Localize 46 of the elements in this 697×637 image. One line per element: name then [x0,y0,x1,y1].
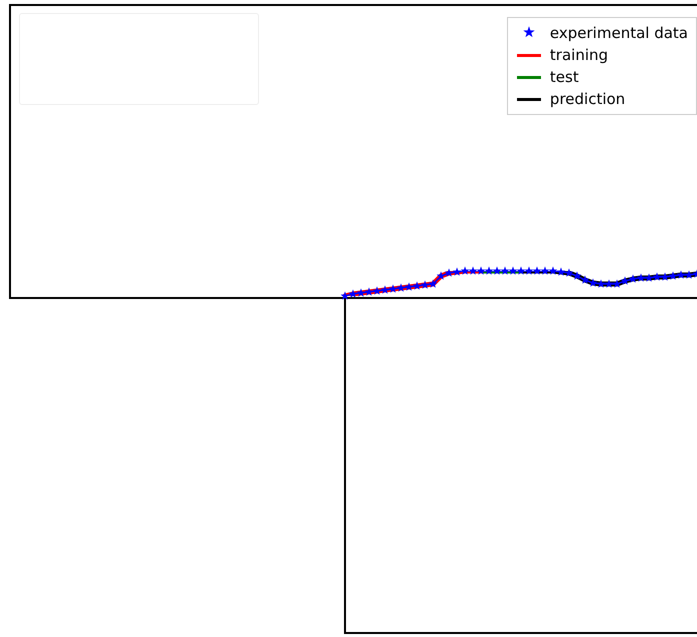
point [572,271,582,280]
legend-label: experimental data [550,23,688,44]
point [588,278,598,287]
point [556,267,566,276]
point [380,285,390,294]
point [452,267,462,276]
point [580,275,590,284]
point [596,279,606,288]
point [396,283,406,292]
point [420,280,430,289]
point [404,282,414,291]
point [516,266,526,275]
point [476,266,486,275]
legend-label: training [550,45,608,66]
point [644,273,654,282]
point [492,266,502,275]
point [548,266,558,275]
point [524,266,534,275]
point [668,271,678,280]
point [564,268,574,277]
point [436,271,446,280]
point [444,268,454,277]
point [532,266,542,275]
point [348,289,358,298]
legend-label: test [550,67,579,88]
point [372,286,382,295]
point [428,279,438,288]
point [652,272,662,281]
point [636,273,646,282]
point [388,284,398,293]
point [604,279,614,288]
point [412,281,422,290]
point [508,266,518,275]
point [660,272,670,281]
point [356,288,366,297]
legend-label: prediction [550,89,626,110]
point [612,279,622,288]
point [540,266,550,275]
point [460,266,470,275]
point [364,287,374,296]
point [628,274,638,283]
point [684,270,694,279]
point [500,266,510,275]
point [468,266,478,275]
point [484,266,494,275]
point [676,270,686,279]
